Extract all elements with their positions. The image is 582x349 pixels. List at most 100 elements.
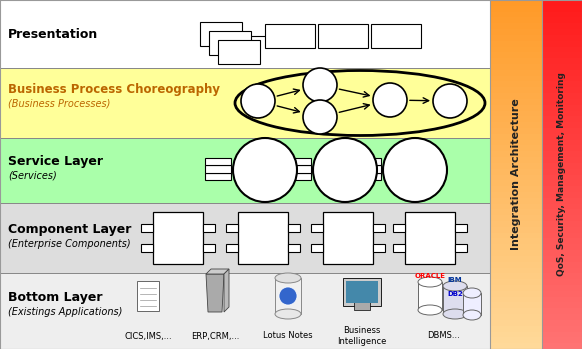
Bar [542,87,582,93]
Ellipse shape [418,277,442,287]
Bar [542,134,582,140]
Bar [490,250,542,256]
Bar [490,273,542,279]
Text: CICS,IMS,...: CICS,IMS,... [124,332,172,341]
Bar [490,285,542,291]
Bar [542,46,582,52]
Bar [490,70,542,76]
Bar [285,172,311,180]
Bar [542,122,582,128]
Bar [542,163,582,169]
Bar [542,314,582,320]
Bar [311,224,323,232]
Ellipse shape [443,309,467,319]
Bar [490,332,542,337]
Circle shape [383,138,447,202]
Text: (Enterprise Components): (Enterprise Components) [8,239,130,249]
Bar [443,286,467,314]
Bar [490,58,542,64]
Bar [490,99,542,105]
Bar [371,24,421,48]
Bar [490,198,542,203]
Bar [490,297,542,303]
Bar [209,31,251,55]
Bar [203,244,215,252]
Bar [542,12,582,17]
Bar [542,238,582,244]
Bar [393,244,405,252]
Bar [542,174,582,180]
Bar [490,6,542,12]
Bar [490,244,542,250]
Bar [490,81,542,87]
Bar [490,134,542,140]
Bar [490,140,542,146]
Bar [0,68,490,138]
Bar [0,273,490,349]
Bar [542,262,582,268]
Bar [542,81,582,87]
Bar [542,140,582,146]
Bar [490,337,542,343]
Bar [490,186,542,192]
Bar [490,41,542,46]
Bar [542,308,582,314]
Bar [490,146,542,151]
Polygon shape [206,269,229,274]
Text: DBMS...: DBMS... [427,332,459,341]
Bar [405,212,455,264]
Bar [490,320,542,326]
Bar [490,215,542,221]
Bar [285,165,311,172]
Text: Bottom Layer: Bottom Layer [8,291,102,304]
Bar [542,233,582,238]
Bar [226,224,238,232]
Bar [373,224,385,232]
Bar [542,250,582,256]
Bar [0,203,490,273]
Bar [226,244,238,252]
Bar [490,180,542,186]
Bar [490,203,542,209]
Ellipse shape [275,309,301,319]
Bar [463,293,481,315]
Bar [490,268,542,273]
Text: (Business Processes): (Business Processes) [8,99,111,109]
Bar [542,320,582,326]
Bar [542,343,582,349]
Circle shape [373,83,407,117]
Bar [490,279,542,285]
Bar [346,281,378,303]
Bar [542,128,582,134]
Bar [542,0,582,6]
Bar [542,111,582,116]
Bar [542,23,582,29]
Bar [542,76,582,81]
Bar [542,6,582,12]
Bar [542,35,582,41]
Bar [275,278,301,314]
Bar [490,163,542,169]
Bar [205,172,231,180]
Bar [490,23,542,29]
Bar [288,244,300,252]
Bar [490,192,542,198]
Bar [542,70,582,76]
Bar [490,308,542,314]
Bar [542,105,582,111]
Bar [542,17,582,23]
Bar [542,285,582,291]
Bar [490,93,542,99]
Bar [542,116,582,122]
Text: DB2: DB2 [447,291,463,297]
Circle shape [303,68,337,102]
Bar [393,224,405,232]
Bar [542,273,582,279]
Bar [542,169,582,174]
Ellipse shape [418,305,442,315]
Bar [490,256,542,262]
Bar [542,99,582,105]
Bar [490,326,542,332]
Bar [542,227,582,233]
Bar [288,224,300,232]
